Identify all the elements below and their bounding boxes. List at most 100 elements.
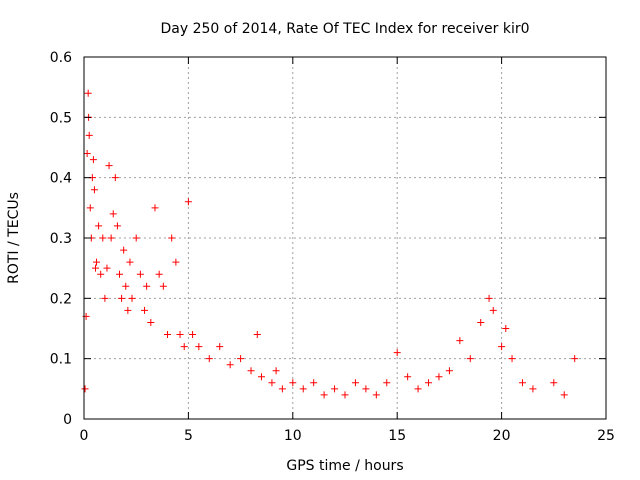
- data-point: [136, 270, 144, 278]
- data-point: [362, 385, 370, 393]
- y-tick-label: 0.6: [50, 50, 72, 66]
- data-point: [111, 174, 119, 182]
- data-point: [485, 294, 493, 302]
- y-tick-label: 0.5: [50, 110, 72, 126]
- data-point: [86, 204, 94, 212]
- data-point: [247, 367, 255, 375]
- data-point: [445, 367, 453, 375]
- x-axis-label: GPS time / hours: [286, 458, 403, 474]
- data-point: [97, 270, 105, 278]
- data-point: [180, 343, 188, 351]
- data-point: [466, 355, 474, 363]
- x-tick-label: 0: [80, 428, 89, 444]
- x-tick-label: 20: [493, 428, 511, 444]
- data-point: [489, 306, 497, 314]
- x-tick-label: 10: [284, 428, 302, 444]
- y-tick-label: 0.3: [50, 231, 72, 247]
- data-point: [113, 222, 121, 230]
- data-point: [89, 156, 97, 164]
- data-point: [226, 361, 234, 369]
- data-point: [331, 385, 339, 393]
- data-point: [85, 131, 93, 139]
- data-point: [126, 258, 134, 266]
- y-tick-label: 0.2: [50, 291, 72, 307]
- data-point: [115, 270, 123, 278]
- y-tick-label: 0.4: [50, 171, 72, 187]
- y-axis-label: ROTI / TECUs: [6, 192, 22, 284]
- data-point: [456, 337, 464, 345]
- data-point: [205, 355, 213, 363]
- data-point: [168, 234, 176, 242]
- data-point: [299, 385, 307, 393]
- data-point: [351, 379, 359, 387]
- data-point: [120, 246, 128, 254]
- data-point: [93, 258, 101, 266]
- data-point: [425, 379, 433, 387]
- data-point: [216, 343, 224, 351]
- data-point: [257, 373, 265, 381]
- data-point: [414, 385, 422, 393]
- data-point: [289, 379, 297, 387]
- data-point: [176, 331, 184, 339]
- data-point: [105, 162, 113, 170]
- data-point: [141, 306, 149, 314]
- tick-labels: 0 0.1 0.2 0.3 0.4 0.5 0.6 0 5 10 15 20 25: [50, 50, 615, 444]
- data-point: [184, 198, 192, 206]
- data-point: [508, 355, 516, 363]
- data-point: [81, 385, 89, 393]
- x-tick-label: 25: [597, 428, 615, 444]
- data-point: [155, 270, 163, 278]
- data-point: [560, 391, 568, 399]
- data-point: [341, 391, 349, 399]
- data-point: [159, 282, 167, 290]
- data-point: [268, 379, 276, 387]
- data-point: [189, 331, 197, 339]
- data-point: [278, 385, 286, 393]
- data-point: [253, 331, 261, 339]
- data-point: [571, 355, 579, 363]
- data-point: [237, 355, 245, 363]
- data-point: [272, 367, 280, 375]
- data-point: [195, 343, 203, 351]
- data-point: [383, 379, 391, 387]
- data-point: [143, 282, 151, 290]
- data-point: [372, 391, 380, 399]
- data-points: [81, 89, 579, 399]
- x-tick-label: 5: [184, 428, 193, 444]
- data-point: [124, 306, 132, 314]
- data-point: [99, 234, 107, 242]
- data-point: [84, 89, 92, 97]
- data-point: [122, 282, 130, 290]
- data-point: [83, 150, 91, 158]
- data-point: [477, 318, 485, 326]
- chart-title: Day 250 of 2014, Rate Of TEC Index for r…: [160, 21, 529, 37]
- data-point: [404, 373, 412, 381]
- y-tick-label: 0: [63, 412, 72, 428]
- axis-ticks: [83, 56, 607, 420]
- x-tick-label: 15: [388, 428, 406, 444]
- data-point: [147, 318, 155, 326]
- data-point: [435, 373, 443, 381]
- y-tick-label: 0.1: [50, 352, 72, 368]
- data-point: [90, 186, 98, 194]
- data-point: [393, 349, 401, 357]
- data-point: [128, 294, 136, 302]
- data-point: [529, 385, 537, 393]
- data-point: [518, 379, 526, 387]
- data-point: [320, 391, 328, 399]
- data-point: [91, 264, 99, 272]
- grid-lines: [84, 57, 606, 419]
- data-point: [132, 234, 140, 242]
- data-point: [550, 379, 558, 387]
- data-point: [310, 379, 318, 387]
- data-point: [103, 264, 111, 272]
- data-point: [172, 258, 180, 266]
- data-point: [502, 325, 510, 332]
- data-point: [101, 294, 109, 302]
- data-point: [498, 343, 506, 351]
- data-point: [164, 331, 172, 339]
- data-point: [107, 234, 115, 242]
- data-point: [118, 294, 126, 302]
